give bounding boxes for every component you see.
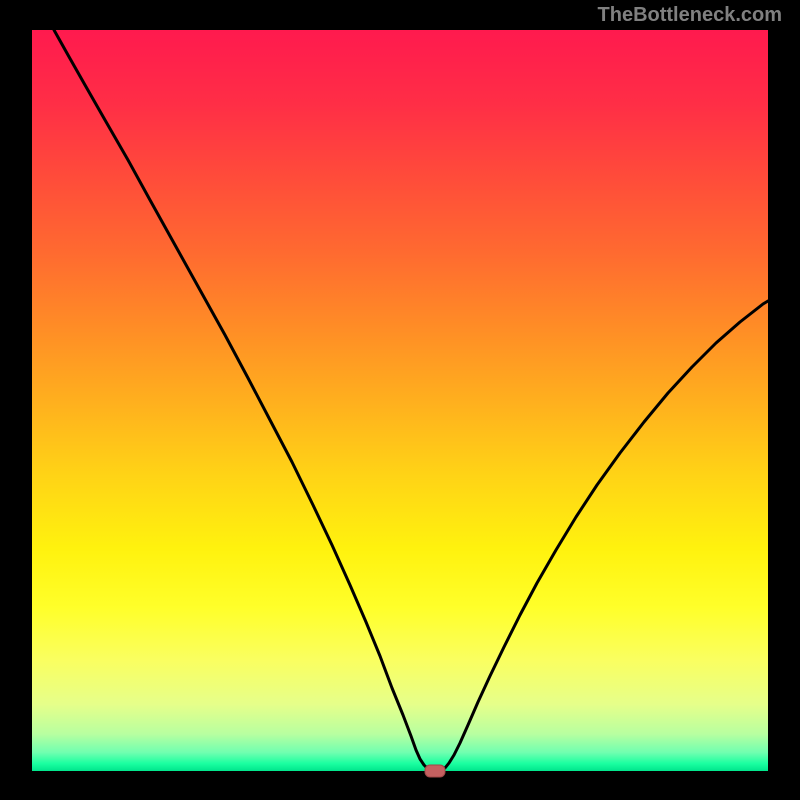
bottleneck-curve	[54, 30, 768, 771]
chart-container: TheBottleneck.com	[0, 0, 800, 800]
watermark-text: TheBottleneck.com	[598, 4, 782, 27]
marker-dot	[425, 765, 445, 777]
chart-overlay	[0, 0, 800, 800]
